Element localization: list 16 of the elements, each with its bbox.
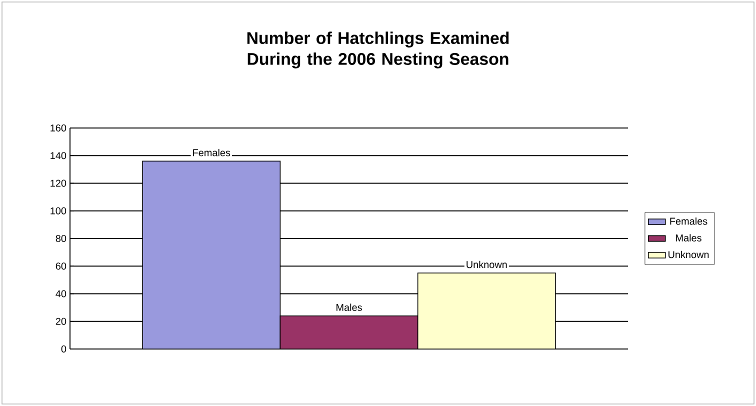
- y-tick-label: 0: [61, 345, 66, 353]
- y-tick-label: 80: [56, 234, 66, 242]
- y-tick-label: 120: [50, 180, 66, 187]
- y-tick-label: 60: [56, 262, 66, 270]
- legend-label: Unknown: [668, 250, 709, 258]
- y-tick-label: 40: [56, 290, 66, 298]
- y-tick-label: 160: [50, 124, 66, 132]
- legend-label: Males: [676, 234, 702, 242]
- text: Unknown: [466, 260, 507, 268]
- text: Males: [336, 304, 362, 311]
- y-tick-label: 20: [56, 318, 66, 325]
- legend-label: Females: [670, 217, 708, 225]
- text: Females: [193, 148, 230, 156]
- y-tick-label: 100: [50, 207, 66, 214]
- chart-title: Number of Hatchlings Examined During the 2006 Nesting Season: [247, 32, 509, 68]
- y-tick-label: 140: [50, 152, 66, 160]
